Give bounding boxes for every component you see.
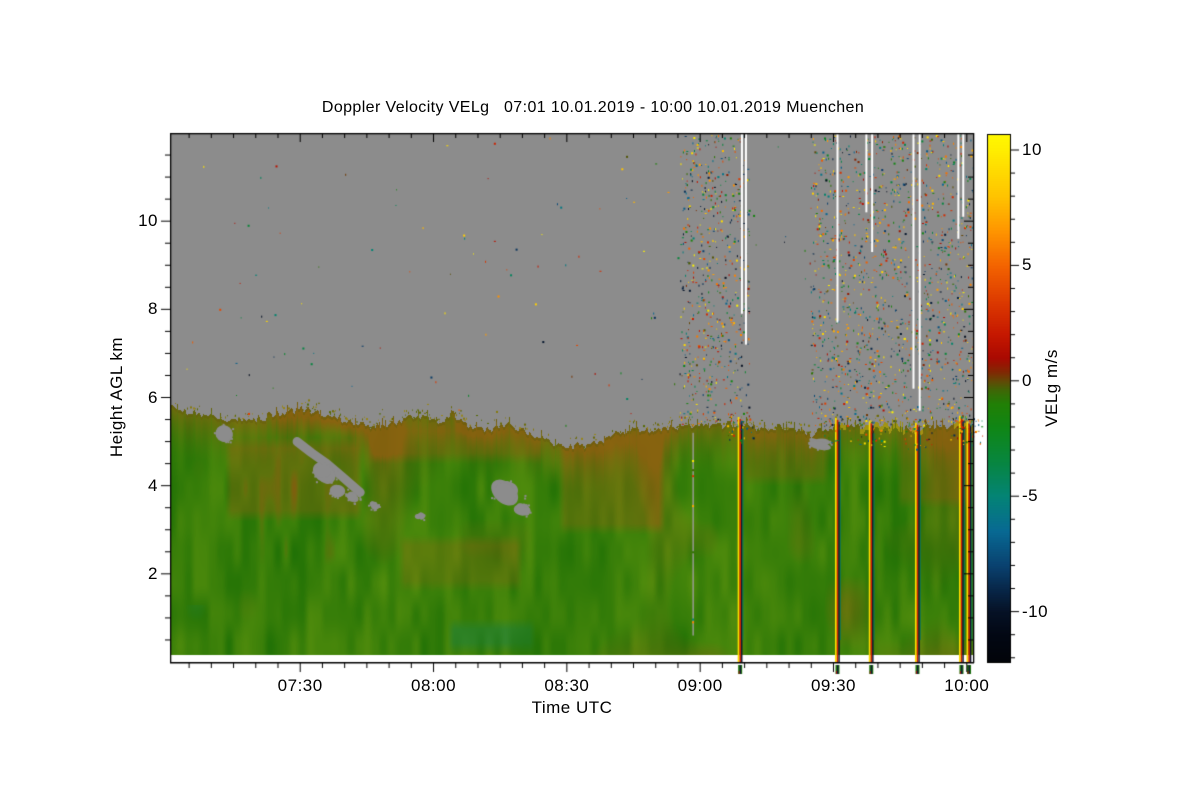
y-axis-title: Height AGL km (107, 336, 126, 458)
colorbar-title: VELg m/s (1042, 349, 1061, 427)
x-tick-label: 08:00 (410, 676, 457, 695)
colorbar-tick-label: -10 (1022, 601, 1049, 621)
x-tick-label: 10:00 (944, 676, 990, 695)
x-tick-label: 09:30 (810, 676, 857, 695)
colorbar-tick-label: 0 (1022, 370, 1032, 390)
colorbar-tick-label: 10 (1022, 140, 1042, 159)
colorbar-tick-label: -5 (1022, 486, 1039, 506)
y-tick-label: 10 (138, 211, 158, 231)
x-tick-label: 09:00 (677, 676, 723, 695)
x-tick-label: 08:30 (544, 676, 590, 695)
colorbar-tick-label: 5 (1022, 255, 1032, 275)
y-tick-label: 2 (148, 563, 158, 583)
y-tick-label: 6 (148, 387, 158, 407)
y-tick-label: 8 (148, 299, 158, 319)
x-tick-label: 07:30 (277, 676, 323, 695)
y-tick-label: 4 (148, 475, 158, 495)
chart-title: Doppler Velocity VELg 07:01 10.01.2019 -… (321, 99, 865, 116)
x-axis-title: Time UTC (531, 698, 613, 717)
